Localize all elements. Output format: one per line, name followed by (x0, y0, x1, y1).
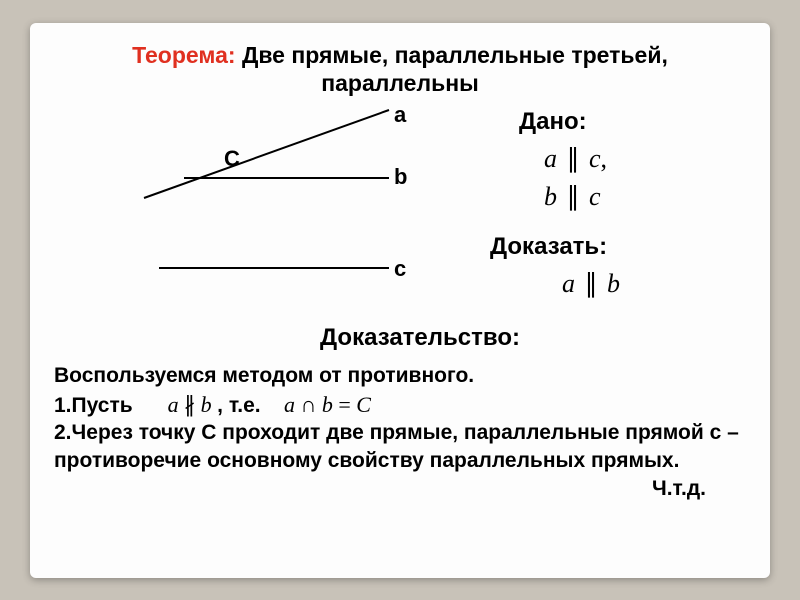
proof-step-2: 2.Через точку С проходит две прямые, пар… (54, 419, 746, 474)
proof-step-1: 1.Пусть a ∦ b , т.е. a ∩ b = C (54, 390, 746, 420)
s1m1-r: b (201, 392, 212, 417)
step1-math2: a ∩ b = C (284, 392, 371, 417)
s1m2-o: ∩ (300, 392, 316, 417)
theorem-statement: Две прямые, параллельные третьей, паралл… (242, 42, 668, 97)
given1-left: a (544, 144, 557, 173)
line-a (144, 110, 389, 198)
label-C: С (224, 146, 240, 172)
s1m1-l: a (168, 392, 179, 417)
given1-right: c (589, 144, 601, 173)
s1m2-r: b (322, 392, 333, 417)
step1-prefix: 1.Пусть (54, 394, 133, 417)
theorem-card: Теорема: Две прямые, параллельные третье… (30, 23, 770, 578)
prove-line: a ∥ b (562, 265, 754, 303)
label-c: c (394, 256, 406, 282)
step1-math1: a ∦ b (168, 392, 218, 417)
given-line-1: a ∥ c, (544, 140, 754, 178)
prove-op: ∥ (582, 269, 601, 298)
given-heading: Дано: (519, 108, 754, 136)
s1m2-res: C (356, 392, 371, 417)
given2-op: ∥ (564, 182, 583, 211)
proof-line-0: Воспользуемся методом от противного. (54, 362, 746, 390)
theorem-label: Теорема: (132, 42, 235, 68)
s1m2-eq: = (338, 392, 350, 417)
right-column: Дано: a ∥ c, b ∥ c Доказать: a ∥ b (484, 108, 754, 303)
label-b: b (394, 164, 407, 190)
given2-right: c (589, 182, 601, 211)
proof-heading: Доказательство: (54, 324, 746, 352)
s1m1-o: ∦ (184, 392, 195, 417)
prove-heading: Доказать: (490, 233, 754, 261)
diagram: a b c С (84, 108, 424, 318)
prove-right: b (607, 269, 620, 298)
step1-mid: , т.е. (217, 394, 260, 417)
prove-left: a (562, 269, 575, 298)
diagram-svg (84, 108, 424, 318)
theorem-title: Теорема: Две прямые, параллельные третье… (54, 41, 746, 99)
proof-body: Воспользуемся методом от противного. 1.П… (54, 362, 746, 503)
given1-tail: , (601, 144, 608, 173)
given2-left: b (544, 182, 557, 211)
label-a: a (394, 102, 406, 128)
proof-qed: Ч.т.д. (54, 475, 746, 503)
given-line-2: b ∥ c (544, 178, 754, 216)
s1m2-l: a (284, 392, 295, 417)
given1-op: ∥ (564, 144, 583, 173)
